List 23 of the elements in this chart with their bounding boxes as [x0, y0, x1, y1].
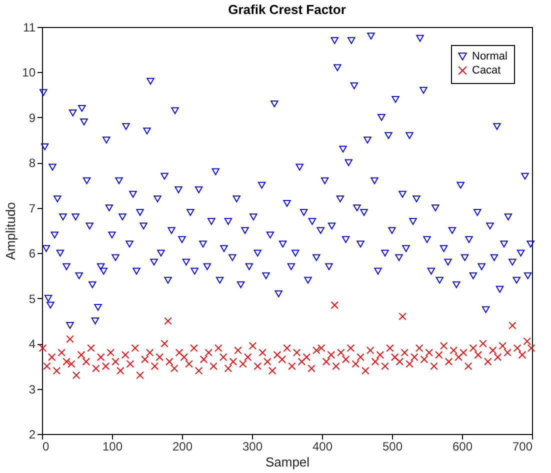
y-tick-label: 5 — [28, 292, 36, 306]
x-tick-label: 500 — [382, 440, 403, 454]
legend-label: Cacat — [472, 64, 501, 76]
y-tick-label: 6 — [28, 246, 36, 261]
y-axis-title: Amplitudo — [3, 202, 18, 260]
x-tick-label: 100 — [102, 440, 123, 454]
y-tick-label: 8 — [28, 156, 36, 170]
x-tick-label: 300 — [242, 440, 263, 454]
x-tick-label: 200 — [172, 440, 193, 454]
y-tick-label: 11 — [23, 20, 36, 34]
x-tick-label: 600 — [452, 440, 473, 454]
y-tick-label: 4 — [28, 337, 36, 352]
y-tick-label: 9 — [28, 110, 36, 125]
x-tick-label: 0 — [42, 440, 50, 454]
y-tick-label: 10 — [22, 66, 36, 80]
y-tick-label: 2 — [28, 428, 36, 442]
chart-title: Grafik Crest Factor — [228, 2, 346, 17]
y-tick-label: 7 — [28, 201, 36, 216]
legend-label: Normal — [472, 50, 508, 62]
x-axis-title: Sampel — [265, 454, 310, 470]
x-tick-label: 400 — [312, 440, 333, 454]
y-tick-label: 3 — [28, 382, 36, 396]
x-tick-label: 700 — [512, 440, 533, 454]
